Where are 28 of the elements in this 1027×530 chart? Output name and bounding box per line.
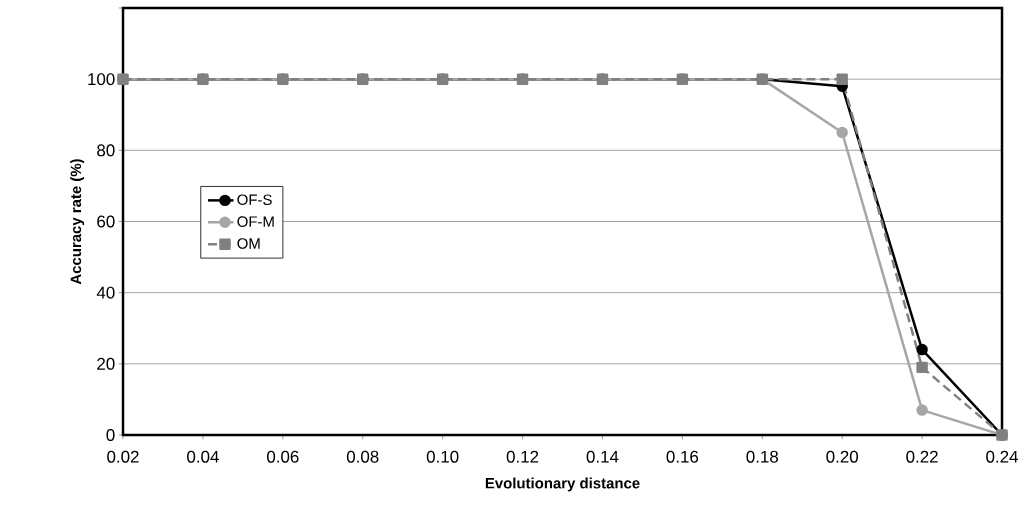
x-tick-label: 0.16	[666, 450, 699, 463]
point	[836, 73, 848, 85]
x-tick-label: 0.04	[187, 450, 219, 463]
y-tick-label: 20	[97, 357, 115, 370]
point	[916, 361, 928, 374]
y-axis-title: Accuracy rate (%)	[70, 159, 85, 285]
y-tick-label: 0	[106, 428, 115, 441]
x-axis-title: Evolutionary distance	[485, 477, 640, 492]
x-tick-label: 0.10	[426, 450, 459, 463]
y-tick-label: 100	[88, 73, 115, 86]
x-tick-label: 0.20	[826, 450, 859, 463]
point	[916, 343, 928, 356]
x-tick-label: 0.02	[107, 450, 139, 463]
y-tick-label: 40	[96, 286, 115, 299]
point	[916, 404, 928, 416]
legend-label: OF-S	[237, 194, 272, 205]
x-tick-label: 0.22	[906, 450, 938, 463]
y-tick-label: 80	[97, 144, 115, 157]
x-tick-label: 0.06	[267, 450, 299, 463]
x-tick-label: 0.08	[346, 450, 379, 463]
point	[836, 126, 848, 139]
legend-label: OM	[237, 238, 260, 249]
x-tick-label: 0.14	[586, 450, 619, 463]
x-tick-label: 0.12	[506, 450, 539, 463]
legend-label: OF-M	[237, 216, 274, 227]
x-tick-label: 0.24	[986, 450, 1018, 463]
x-tick-label: 0.18	[746, 450, 779, 463]
y-tick-label: 60	[97, 215, 115, 228]
